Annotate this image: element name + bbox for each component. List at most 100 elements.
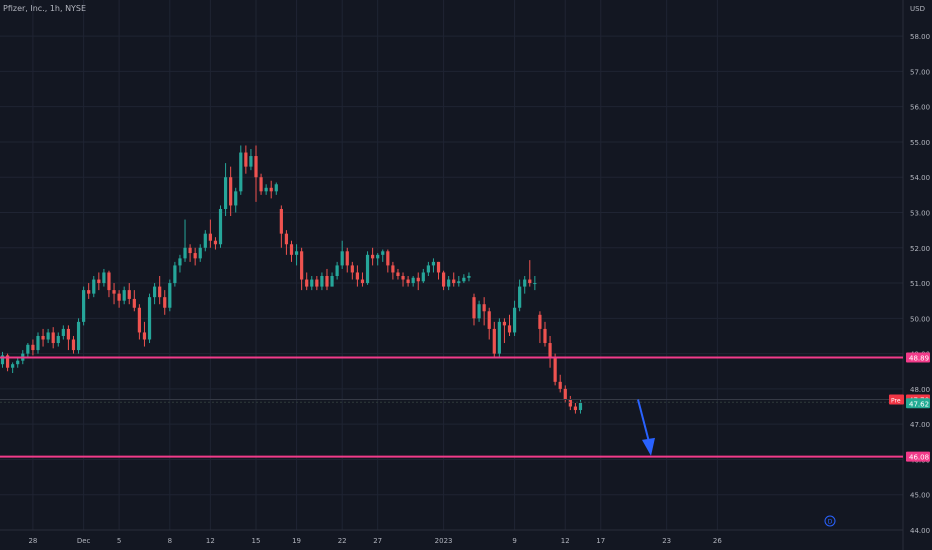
candle (229, 166, 233, 217)
time-tick-label: 26 (713, 537, 722, 545)
candle (66, 325, 71, 351)
candle-body (436, 261, 441, 273)
price-axis[interactable]: 58.00 57.00 56.00 55.00 54.00 53.00 52.00 51.00… (902, 0, 930, 550)
candle-body (502, 321, 507, 326)
candle (472, 293, 476, 326)
arrow-head (642, 437, 655, 456)
candle (360, 272, 365, 287)
time-tick-label: 12 (561, 537, 570, 545)
candle-body (441, 272, 446, 287)
candle-body (472, 297, 476, 319)
arrow-annotation[interactable] (637, 399, 655, 456)
candle (142, 321, 147, 347)
candle (502, 318, 507, 344)
candle-body (213, 240, 218, 245)
candle (396, 268, 400, 280)
candle (107, 270, 111, 298)
candle (401, 272, 405, 287)
candle-body (381, 251, 385, 255)
time-tick-label: 28 (28, 537, 37, 545)
candle (411, 276, 415, 287)
time-tick-label: 8 (168, 537, 172, 545)
price-tick-label: 57.00 (910, 68, 930, 76)
price-tick-label: 58.00 (910, 33, 930, 41)
candle-body (411, 277, 415, 284)
horizontal-levels[interactable]: 48.89 46.08 (0, 352, 930, 462)
candle-body (11, 364, 15, 368)
time-axis[interactable]: 28 Dec 5 8 12 15 19 22 27 2023 9 12 17 23 26 (0, 529, 903, 545)
dividend-marker[interactable]: D (824, 515, 836, 527)
candle-body (36, 335, 40, 351)
arrow-shaft (637, 399, 650, 443)
candle-body (158, 286, 162, 298)
candle (482, 297, 486, 326)
pre-market-tag-box (889, 394, 904, 405)
price-tick-label: 51.00 (910, 280, 930, 288)
candle (183, 219, 187, 262)
price-tick-label: 54.00 (910, 174, 930, 182)
candle (538, 311, 542, 344)
candle-body (203, 233, 207, 248)
candle (254, 145, 258, 202)
candle-body (137, 307, 141, 333)
candle (284, 230, 289, 255)
candle (153, 283, 157, 305)
candle (497, 318, 501, 358)
candle (56, 332, 60, 347)
candle (203, 230, 207, 252)
candle (462, 274, 466, 284)
price-tick-label: 45.00 (910, 492, 930, 500)
candle-body (330, 276, 334, 287)
candle (61, 325, 65, 340)
candle-body (401, 276, 405, 280)
candle (127, 283, 131, 305)
candle-body (168, 283, 172, 308)
candle-body (492, 328, 496, 354)
candle-body (223, 177, 228, 209)
time-tick-label: 2023 (435, 537, 453, 545)
price-tick-label: 47.00 (910, 421, 930, 429)
candle-body (112, 290, 116, 294)
candle (16, 357, 20, 368)
candle-body (173, 265, 177, 284)
candle-body (122, 290, 126, 301)
candle-body (320, 276, 324, 287)
price-tick-label: 50.00 (910, 315, 930, 323)
candle (447, 276, 451, 291)
candle-body (345, 251, 349, 266)
time-tick-label: 9 (512, 537, 516, 545)
candle-body (355, 272, 359, 280)
candle (117, 290, 121, 308)
candle-body (340, 251, 344, 266)
candle-body (218, 208, 223, 245)
candle (452, 272, 456, 287)
candle (436, 261, 441, 280)
candle-body (391, 265, 395, 273)
price-tick-label: 44.00 (910, 527, 930, 535)
candle (371, 247, 375, 266)
candle (457, 276, 461, 287)
candle-body (523, 279, 527, 287)
time-tick-label: 27 (373, 537, 382, 545)
candle-body (26, 344, 30, 354)
candle-body (107, 272, 111, 291)
candle-body (538, 314, 542, 329)
price-tick-label: 53.00 (910, 210, 930, 218)
candle (122, 286, 126, 305)
candle (112, 283, 116, 305)
candle-body (259, 177, 263, 192)
candle-body (142, 332, 147, 340)
candle (147, 293, 152, 344)
candle (163, 290, 167, 315)
candle-body (406, 279, 410, 284)
candle (533, 276, 537, 291)
price-level-label: 46.08 (909, 454, 929, 462)
time-tick-label: 23 (662, 537, 671, 545)
candle-body (0, 355, 5, 365)
candle (92, 276, 96, 298)
candle-body (447, 279, 451, 287)
candle (5, 353, 10, 372)
symbol-title[interactable]: Pfizer, Inc., 1h, NYSE (3, 4, 87, 13)
